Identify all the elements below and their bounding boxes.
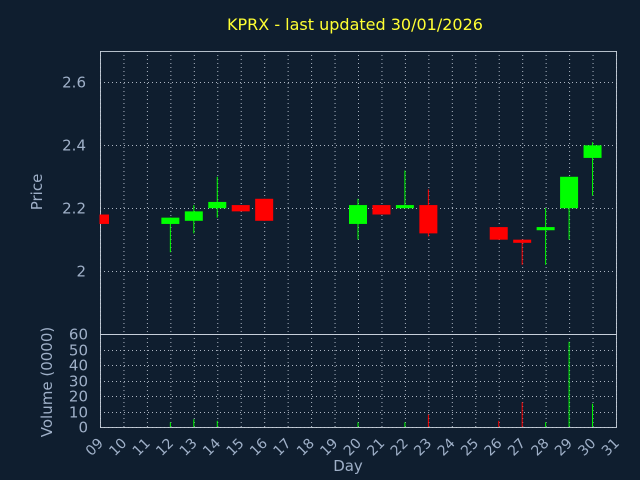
candle-body [536, 227, 555, 231]
volume-plot-frame [100, 334, 617, 428]
candle-body [231, 205, 250, 212]
candle-body [161, 217, 180, 224]
volume-tick-label: 20 [69, 388, 88, 406]
price-panel: 2 2.2 2.4 2.6 [62, 51, 617, 335]
price-tick-label: 2 [76, 263, 86, 281]
candle-body [208, 201, 227, 209]
volume-tick-label: 50 [69, 342, 88, 360]
candle-body [255, 198, 274, 221]
price-axis-label: Price [28, 174, 46, 211]
price-tick-label: 2.6 [62, 74, 86, 92]
price-tick-label: 2.4 [62, 137, 86, 155]
volume-tick-label: 40 [69, 357, 88, 375]
candle-body [419, 205, 438, 234]
day-axis-label: Day [333, 457, 363, 475]
volume-tick-label: 60 [69, 326, 88, 344]
volume-tick-label: 10 [69, 404, 88, 422]
volume-tick-label: 30 [69, 373, 88, 391]
candle-body [184, 211, 203, 221]
candle-body [489, 227, 508, 240]
candle-body [395, 205, 414, 209]
candle-body [100, 214, 109, 224]
chart-title: KPRX - last updated 30/01/2026 [227, 15, 483, 34]
candle-body [560, 176, 579, 209]
candle-body [583, 145, 602, 158]
candle-body [349, 205, 367, 224]
price-tick-label: 2.2 [62, 200, 86, 218]
candle-body [372, 205, 391, 215]
candle-body [513, 239, 532, 243]
volume-axis-label: Volume (0000) [38, 327, 56, 437]
volume-tick-label: 0 [78, 419, 88, 437]
